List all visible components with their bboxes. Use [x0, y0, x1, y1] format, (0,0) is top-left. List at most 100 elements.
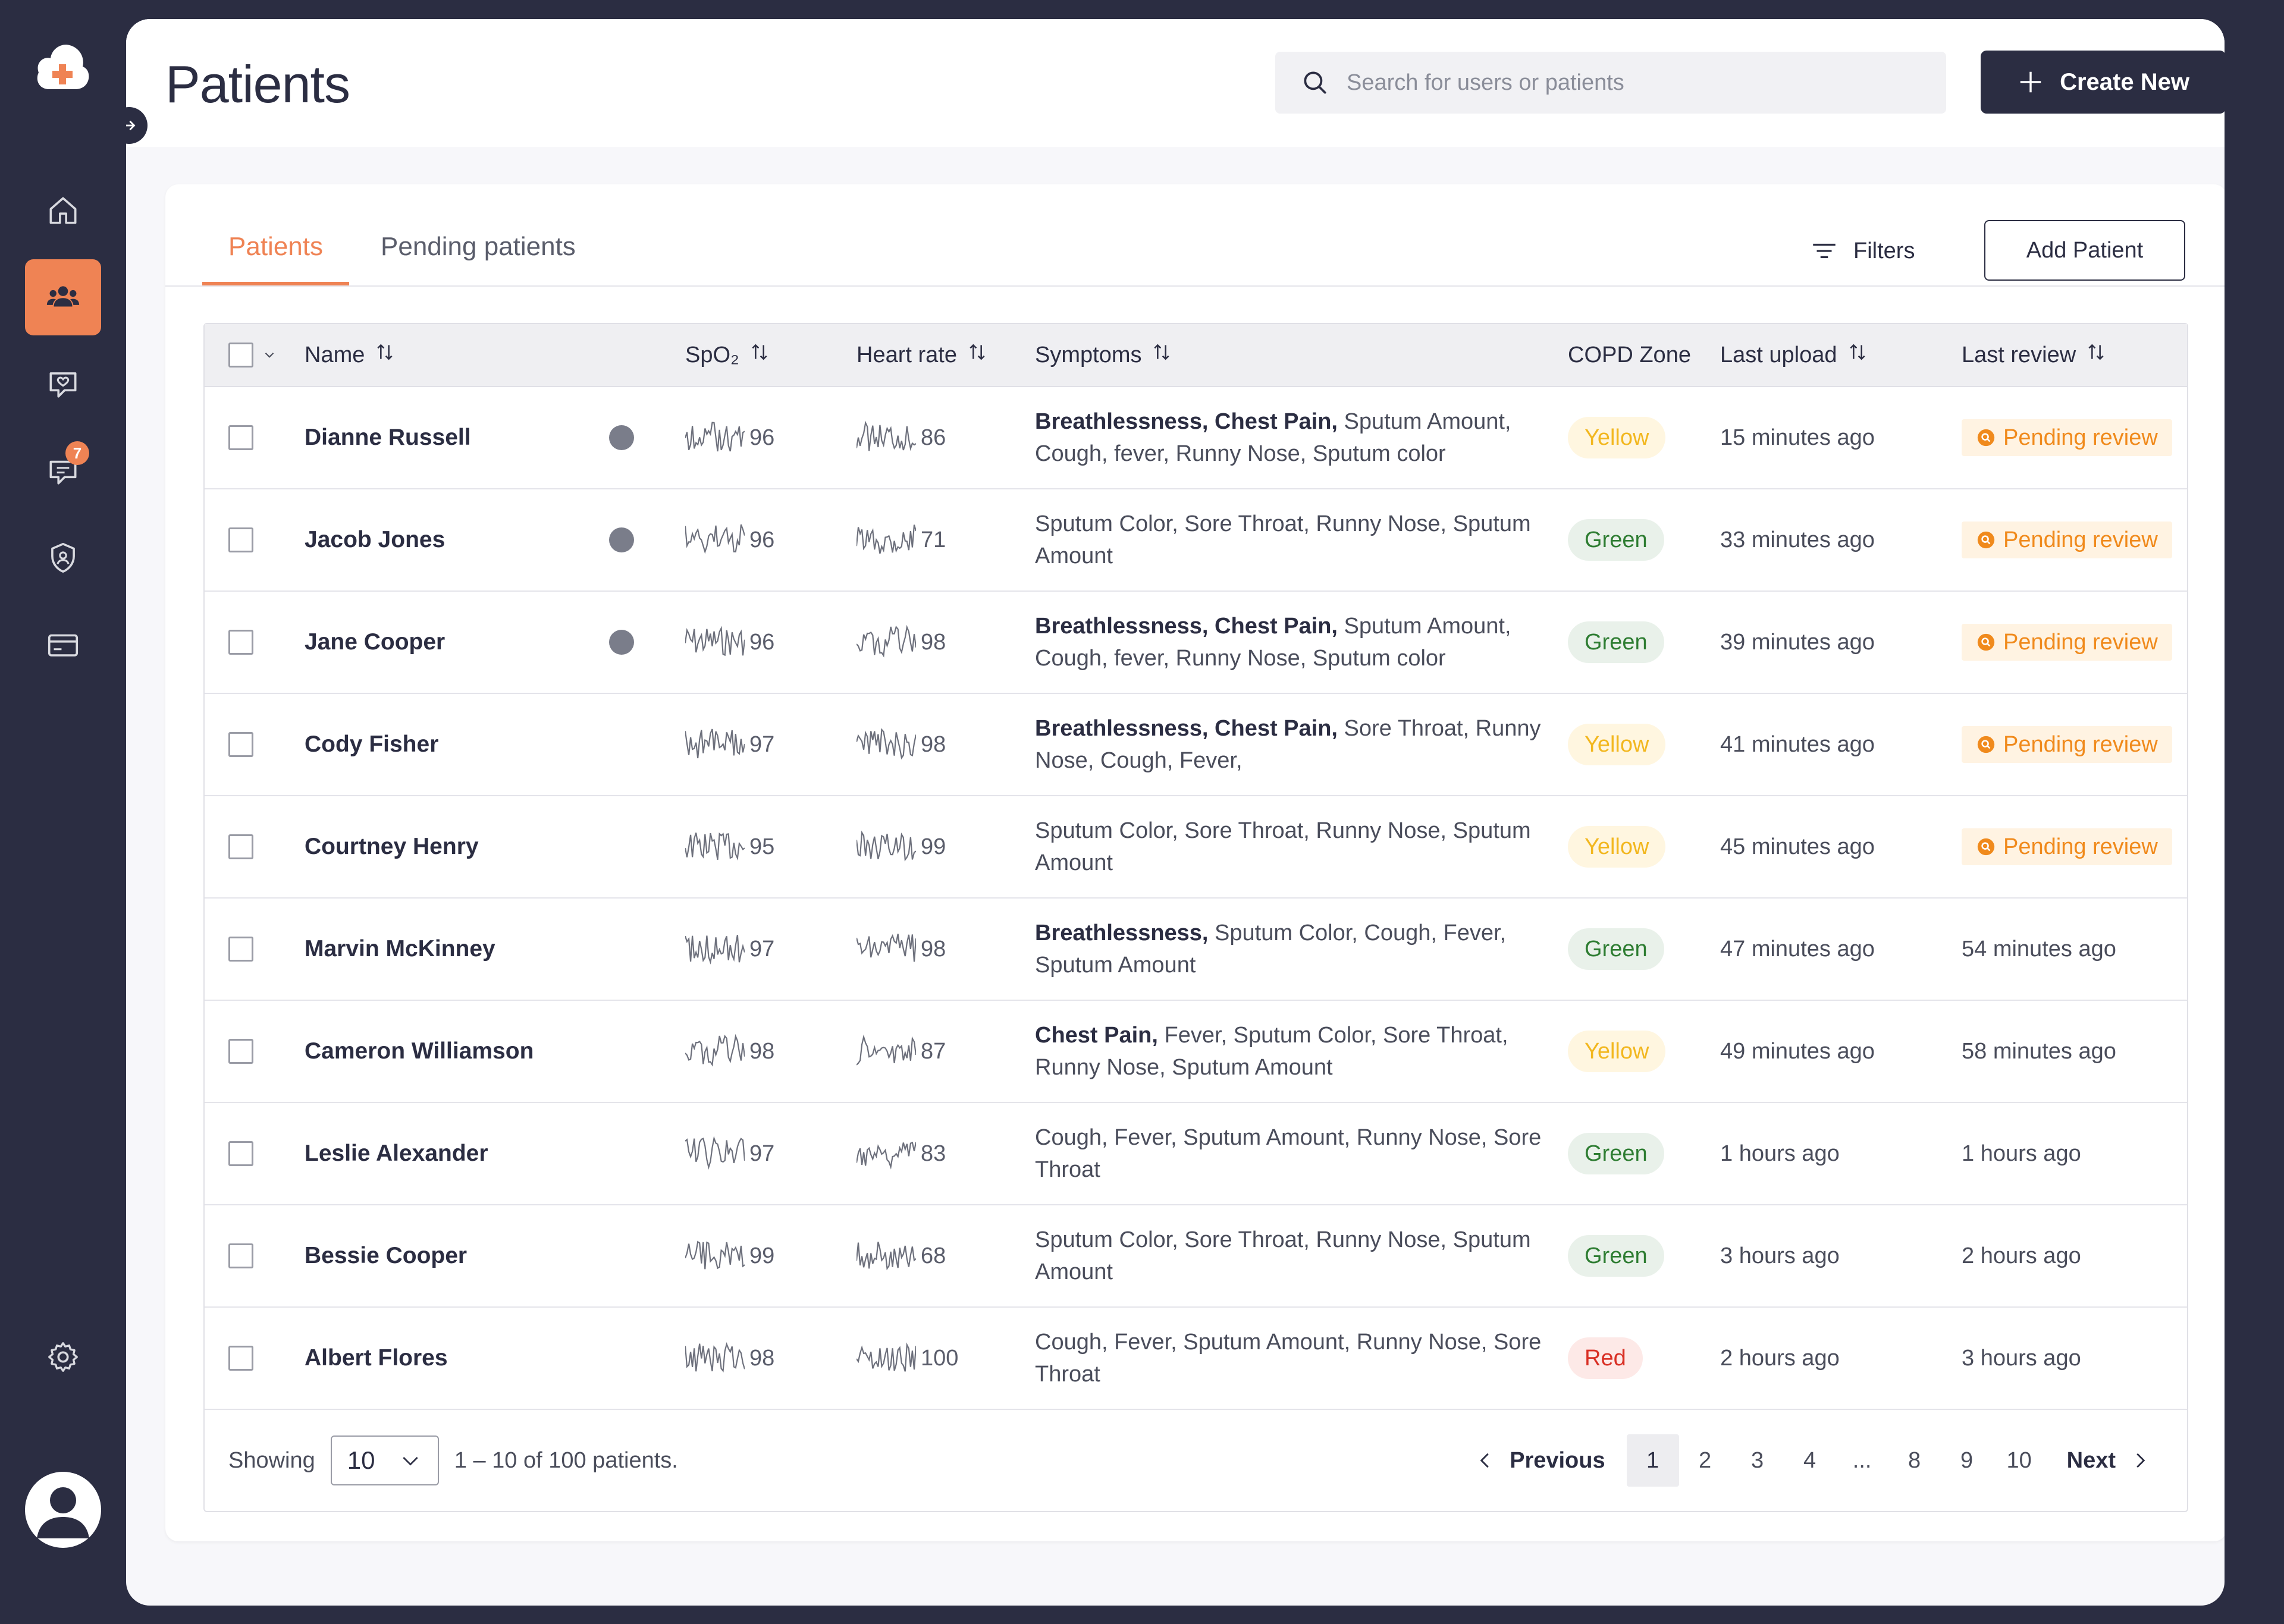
patient-name[interactable]: Bessie Cooper: [305, 1243, 468, 1268]
row-checkbox[interactable]: [228, 527, 253, 552]
create-new-button[interactable]: Create New: [1981, 51, 2225, 114]
search-bar[interactable]: [1275, 52, 1946, 114]
pending-review-badge[interactable]: Pending review: [1962, 828, 2172, 865]
patient-name-cell: Leslie Alexander: [305, 1103, 488, 1204]
nav-patients[interactable]: [25, 259, 101, 335]
tab-pending-patients[interactable]: Pending patients: [381, 232, 576, 261]
next-button[interactable]: Next: [2067, 1448, 2151, 1474]
table-row[interactable]: Cody Fisher 97 98 Breathlessness, Chest Pai…: [205, 694, 2187, 796]
symptoms-other: Cough, Fever, Sputum Amount, Runny Nose,…: [1035, 1125, 1542, 1182]
row-checkbox-cell: [228, 592, 253, 693]
table-row[interactable]: Dianne Russell 96 86 Breathlessness, Chest …: [205, 387, 2187, 489]
table-row[interactable]: Jacob Jones 96 71 Sputum Color, Sore Throat…: [205, 489, 2187, 592]
sort-icon[interactable]: [373, 340, 397, 370]
column-last-upload[interactable]: Last upload: [1720, 324, 1869, 386]
pending-review-badge[interactable]: Pending review: [1962, 624, 2172, 661]
nav-messages[interactable]: 7: [25, 433, 101, 509]
sort-icon[interactable]: [1150, 340, 1174, 370]
select-all[interactable]: [228, 324, 277, 386]
column-heart-rate[interactable]: Heart rate: [857, 324, 989, 386]
page-10-button[interactable]: 10: [2006, 1447, 2032, 1473]
patient-name[interactable]: Courtney Henry: [305, 834, 479, 859]
symptoms-other: Sputum Color, Sore Throat, Runny Nose, S…: [1035, 511, 1531, 568]
table-row[interactable]: Courtney Henry 95 99 Sputum Color, Sore Thr…: [205, 796, 2187, 899]
heart-rate-cell: 87: [856, 1001, 946, 1102]
page-1-button[interactable]: 1: [1626, 1434, 1679, 1487]
spo2-value: 96: [749, 425, 775, 450]
column-last-review[interactable]: Last review: [1962, 324, 2108, 386]
page-size-value: 10: [347, 1446, 375, 1474]
column-name[interactable]: Name: [305, 324, 397, 386]
nav-home[interactable]: [25, 172, 101, 249]
sort-icon[interactable]: [2084, 340, 2108, 370]
table-row[interactable]: Bessie Cooper 99 68 Sputum Color, Sore Thro…: [205, 1205, 2187, 1308]
app-logo-icon[interactable]: [33, 38, 92, 98]
page-3-button[interactable]: 3: [1751, 1447, 1764, 1473]
sort-icon[interactable]: [1846, 340, 1869, 370]
heart-rate-value: 99: [921, 834, 946, 859]
user-avatar[interactable]: [25, 1472, 101, 1548]
table-row[interactable]: Marvin McKinney 97 98 Breathlessness, Sputu…: [205, 899, 2187, 1001]
search-input[interactable]: [1345, 69, 1943, 96]
table-header: Name SpO₂ Heart rate Symptoms COPD Zone …: [205, 324, 2187, 387]
table-row[interactable]: Cameron Williamson 98 87 Chest Pain, Fever,…: [205, 1001, 2187, 1103]
patient-name[interactable]: Jane Cooper: [305, 629, 445, 655]
users-icon: [46, 286, 80, 307]
patient-name[interactable]: Dianne Russell: [305, 425, 471, 450]
chevron-down-icon[interactable]: [262, 347, 277, 363]
patient-name[interactable]: Cody Fisher: [305, 731, 439, 757]
plus-icon: [2020, 71, 2041, 93]
patient-name[interactable]: Marvin McKinney: [305, 936, 495, 962]
select-all-checkbox[interactable]: [228, 343, 253, 367]
patient-name[interactable]: Leslie Alexander: [305, 1141, 488, 1166]
symptoms-primary: Breathlessness, Chest Pain,: [1035, 614, 1338, 639]
patient-name[interactable]: Albert Flores: [305, 1345, 448, 1371]
table-row[interactable]: Leslie Alexander 97 83 Cough, Fever, Sputum…: [205, 1103, 2187, 1205]
table-row[interactable]: Jane Cooper 96 98 Breathlessness, Chest Pai…: [205, 592, 2187, 694]
sort-icon[interactable]: [748, 340, 771, 370]
row-checkbox-cell: [228, 489, 253, 590]
row-checkbox[interactable]: [228, 1141, 253, 1166]
symptoms-cell: Sputum Color, Sore Throat, Runny Nose, S…: [1035, 796, 1546, 897]
add-patient-button[interactable]: Add Patient: [1984, 220, 2185, 281]
spo2-cell: 96: [684, 387, 775, 488]
page-4-button[interactable]: 4: [1803, 1447, 1816, 1473]
search-review-icon: [1977, 531, 1995, 549]
page-9-button[interactable]: 9: [1960, 1447, 1974, 1473]
row-checkbox[interactable]: [228, 937, 253, 962]
previous-label: Previous: [1510, 1447, 1605, 1473]
page-8-button[interactable]: 8: [1908, 1447, 1921, 1473]
page-size-select[interactable]: 10: [330, 1435, 439, 1485]
pending-review-badge[interactable]: Pending review: [1962, 522, 2172, 558]
sort-icon[interactable]: [965, 340, 989, 370]
column-symptoms[interactable]: Symptoms: [1035, 324, 1174, 386]
row-checkbox[interactable]: [228, 1039, 253, 1064]
filters-button[interactable]: Filters: [1809, 220, 1915, 282]
nav-settings[interactable]: [25, 1319, 101, 1395]
copd-zone-cell: Green: [1568, 1205, 1664, 1306]
patient-name[interactable]: Cameron Williamson: [305, 1038, 534, 1064]
row-checkbox[interactable]: [228, 1346, 253, 1371]
nav-feedback[interactable]: [25, 346, 101, 422]
table-row[interactable]: Albert Flores 98 100 Cough, Fever, Sputum A…: [205, 1308, 2187, 1410]
row-checkbox[interactable]: [228, 1243, 253, 1268]
last-upload-time: 41 minutes ago: [1720, 731, 1875, 757]
heart-rate-cell: 98: [856, 592, 946, 693]
row-checkbox[interactable]: [228, 425, 253, 450]
heart-rate-sparkline: [855, 1232, 917, 1280]
tab-patients[interactable]: Patients: [202, 232, 349, 285]
nav-billing[interactable]: [25, 607, 101, 683]
previous-button[interactable]: Previous: [1474, 1448, 1605, 1474]
row-checkbox[interactable]: [228, 834, 253, 859]
row-checkbox[interactable]: [228, 630, 253, 655]
row-checkbox[interactable]: [228, 732, 253, 757]
last-upload-time: 3 hours ago: [1720, 1243, 1840, 1268]
page-2-button[interactable]: 2: [1699, 1447, 1712, 1473]
nav-security[interactable]: [25, 520, 101, 596]
pending-review-badge[interactable]: Pending review: [1962, 419, 2172, 456]
patient-name[interactable]: Jacob Jones: [305, 527, 445, 552]
column-spo2[interactable]: SpO₂: [685, 324, 771, 386]
patient-name-cell: Cameron Williamson: [305, 1001, 534, 1102]
pending-review-badge[interactable]: Pending review: [1962, 726, 2172, 763]
status-dot-cell: [609, 592, 634, 693]
